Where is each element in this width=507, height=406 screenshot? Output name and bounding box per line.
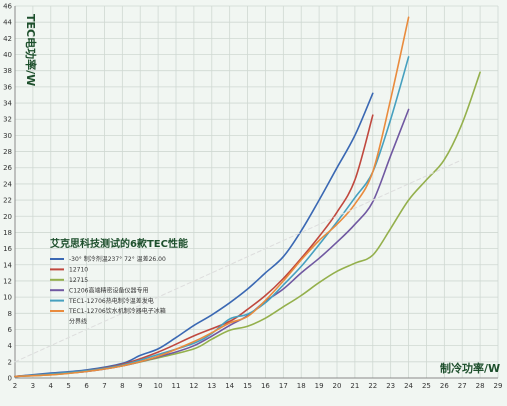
y-tick-label: 22 [3,197,12,205]
x-tick-label: 27 [458,382,467,390]
series-line [14,92,374,378]
y-tick-label: 6 [8,326,13,334]
x-tick-label: 29 [494,382,503,390]
x-tick-label: 21 [350,382,359,390]
legend-label: TEC1-12706热电制冷温差发电 [68,297,154,305]
y-tick-label: 30 [3,132,12,140]
series-lines [14,16,481,378]
x-tick-label: 18 [297,382,306,390]
y-axis-title: TEC电功率/W [24,14,38,86]
x-tick-label: 9 [138,382,142,390]
chart-title: 艾克思科技测试的6款TEC性能 [50,237,188,250]
y-tick-label: 18 [3,229,12,237]
x-tick-label: 7 [102,382,106,390]
legend-label: 12715 [69,277,88,284]
legend-label: -30° 制冷剂温237° 72° 温差26.00 [69,255,166,263]
legend-label: C1206高端精密设备仪器专用 [69,286,148,294]
x-tick-label: 2 [13,382,17,390]
x-tick-label: 3 [31,382,35,390]
y-tick-label: 2 [8,358,12,366]
x-tick-label: 23 [386,382,395,390]
legend-label: 12710 [69,267,88,274]
x-tick-label: 24 [404,382,413,390]
y-tick-label: 10 [3,294,12,302]
x-tick-label: 6 [84,382,89,390]
y-tick-label: 4 [8,342,13,350]
y-tick-label: 36 [3,83,12,91]
x-tick-label: 22 [368,382,377,390]
axes: 0246810121416182022242628303234363840424… [3,3,502,391]
legend-label: 分界线 [69,318,87,326]
y-tick-label: 14 [3,261,12,269]
x-tick-label: 15 [243,382,252,390]
x-tick-label: 5 [66,382,70,390]
y-tick-label: 8 [8,310,12,318]
x-tick-label: 13 [207,382,216,390]
y-tick-label: 16 [3,245,12,253]
y-tick-label: 38 [3,67,12,75]
x-tick-label: 26 [440,382,449,390]
y-tick-label: 32 [3,116,12,124]
x-tick-label: 11 [172,382,181,390]
x-tick-label: 17 [279,382,288,390]
x-tick-label: 12 [189,382,198,390]
x-axis-title: 制冷功率/W [440,361,500,375]
x-tick-label: 19 [315,382,324,390]
y-tick-label: 28 [3,148,12,156]
x-tick-label: 4 [49,382,54,390]
y-tick-label: 42 [3,35,12,43]
y-tick-label: 12 [3,277,12,285]
x-tick-label: 14 [225,382,234,390]
y-tick-label: 44 [3,19,12,27]
y-tick-label: 20 [3,213,12,221]
y-tick-label: 26 [3,164,12,172]
x-tick-label: 28 [476,382,485,390]
x-tick-label: 10 [154,382,163,390]
y-tick-label: 24 [3,180,12,188]
series-line [14,16,410,378]
legend-label: TEC1-12706饮水机制冷器电子冰箱 [68,307,166,315]
y-tick-label: 40 [3,51,12,59]
y-tick-label: 46 [3,3,12,11]
legend: -30° 制冷剂温237° 72° 温差26.00 12710 12715 C1206… [50,255,166,326]
y-tick-label: 0 [8,375,12,383]
x-tick-label: 8 [120,382,124,390]
x-tick-label: 25 [422,382,431,390]
y-tick-label: 34 [3,100,12,108]
x-tick-label: 20 [333,382,342,390]
series-line [14,159,463,363]
x-tick-label: 16 [261,382,270,390]
